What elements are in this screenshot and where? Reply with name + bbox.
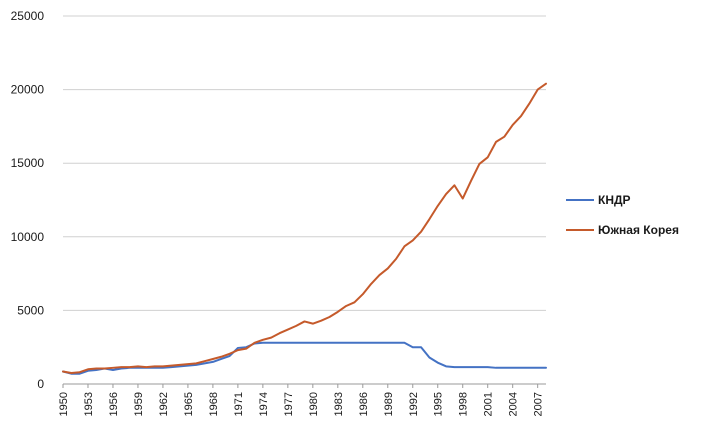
x-tick-label: 1974 <box>258 392 270 416</box>
legend-label: КНДР <box>598 193 631 207</box>
y-tick-label: 20000 <box>11 83 45 97</box>
x-tick-label: 1971 <box>233 392 245 416</box>
y-tick-label: 15000 <box>11 156 45 170</box>
x-tick-label: 1983 <box>333 392 345 416</box>
y-axis-tick-labels: 0 5000 10000 15000 20000 25000 <box>11 9 45 391</box>
x-tick-label: 1998 <box>458 392 470 416</box>
x-tick-label: 2004 <box>508 392 520 416</box>
series-lines <box>62 82 547 375</box>
legend-label: Южная Корея <box>598 223 679 237</box>
legend: КНДР Южная Корея <box>566 193 679 237</box>
x-tick-label: 1977 <box>283 392 295 416</box>
x-tick-label: 1950 <box>58 392 70 416</box>
x-tick-label: 1959 <box>133 392 145 416</box>
x-tick-label: 1986 <box>358 392 370 416</box>
x-tick-label: 1968 <box>208 392 220 416</box>
grid-lines <box>63 15 546 385</box>
y-tick-label: 0 <box>37 377 44 391</box>
y-tick-label: 5000 <box>17 303 44 317</box>
x-tick-label: 2001 <box>483 392 495 416</box>
series-line-2 <box>62 82 547 374</box>
x-axis-tick-labels: 1950 1953 1956 1959 1962 1965 1968 1971 1974 1977… <box>58 384 545 416</box>
x-tick-label: 1992 <box>408 392 420 416</box>
x-tick-label: 2007 <box>533 392 545 416</box>
x-tick-label: 1953 <box>83 392 95 416</box>
x-tick-label: 1965 <box>183 392 195 416</box>
y-tick-label: 25000 <box>11 9 45 23</box>
y-tick-label: 10000 <box>11 230 45 244</box>
x-tick-label: 1995 <box>433 392 445 416</box>
x-tick-label: 1962 <box>158 392 170 416</box>
series-line-1 <box>62 341 547 375</box>
x-tick-label: 1989 <box>383 392 395 416</box>
x-tick-label: 1956 <box>108 392 120 416</box>
x-tick-label: 1980 <box>308 392 320 416</box>
